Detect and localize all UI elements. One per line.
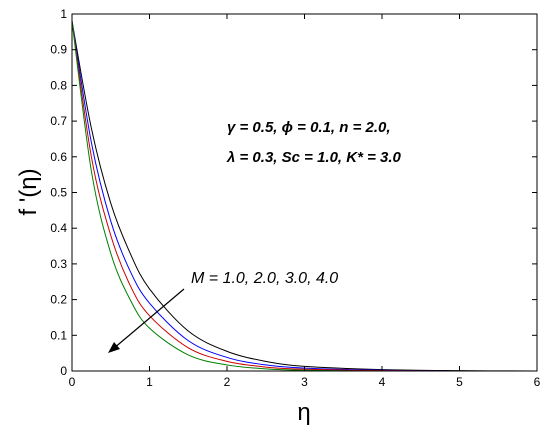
tick-layer: 0 1 2 3 4 5 6 0 0.1 0.2 0.3 0.4 0.5 0.6 0.7 0.8 0.9 1 bbox=[50, 7, 540, 389]
annotation-arrow bbox=[108, 288, 185, 353]
y-tick-label: 0.1 bbox=[50, 328, 67, 342]
x-tick-label: 0 bbox=[69, 375, 76, 389]
y-tick-label: 0.8 bbox=[50, 78, 67, 92]
plot-background bbox=[72, 14, 537, 371]
x-tick-label: 6 bbox=[534, 375, 541, 389]
parameters-line-1: γ = 0.5, ϕ = 0.1, n = 2.0, bbox=[227, 119, 391, 136]
y-tick-label: 0 bbox=[60, 364, 67, 378]
series-line-1 bbox=[71, 21, 538, 372]
x-tick-label: 2 bbox=[224, 375, 231, 389]
y-axis-label: f '(η) bbox=[15, 168, 42, 215]
y-tick-label: 0.2 bbox=[50, 293, 67, 307]
y-tick-label: 0.6 bbox=[50, 150, 67, 164]
parameters-line-2: λ = 0.3, Sc = 1.0, K* = 3.0 bbox=[226, 149, 402, 166]
x-axis-label: η bbox=[297, 399, 310, 426]
y-tick-label: 0.7 bbox=[50, 114, 67, 128]
y-tick-label: 1 bbox=[60, 7, 67, 21]
y-tick-label: 0.9 bbox=[50, 43, 67, 57]
x-tick-label: 4 bbox=[379, 375, 386, 389]
x-tick-label: 1 bbox=[146, 375, 153, 389]
x-tick-label: 3 bbox=[301, 375, 308, 389]
y-tick-label: 0.5 bbox=[50, 186, 67, 200]
y-tick-label: 0.4 bbox=[50, 221, 67, 235]
curve-annotation: M = 1.0, 2.0, 3.0, 4.0 bbox=[191, 270, 338, 287]
x-tick-label: 5 bbox=[456, 375, 463, 389]
y-tick-label: 0.3 bbox=[50, 257, 67, 271]
